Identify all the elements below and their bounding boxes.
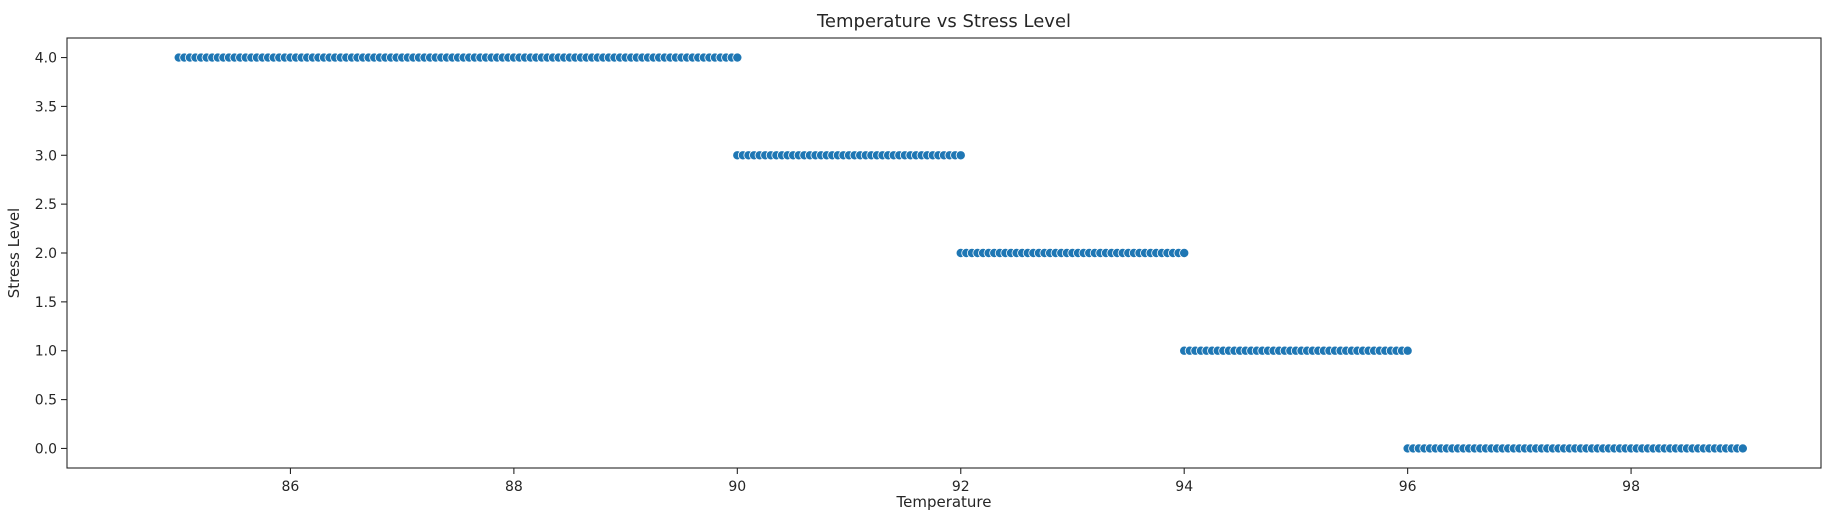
x-tick-label: 98: [1622, 479, 1640, 495]
y-tick-label: 3.0: [35, 148, 57, 164]
y-tick-label: 1.0: [35, 344, 57, 360]
y-tick-label: 3.5: [35, 99, 57, 115]
x-tick-label: 88: [505, 479, 523, 495]
x-tick-label: 94: [1175, 479, 1193, 495]
y-tick-label: 0.0: [35, 441, 57, 457]
data-points: [173, 52, 1748, 454]
y-tick-label: 1.5: [35, 295, 57, 311]
plot-frame: [66, 37, 1822, 469]
data-point: [732, 52, 743, 63]
y-axis: 0.0 0.5 1.0 1.5 2.0 2.5 3.0 3.5 4.0: [35, 51, 67, 457]
y-tick-label: 4.0: [35, 51, 57, 67]
data-point: [955, 150, 966, 161]
x-axis-label: Temperature: [895, 493, 991, 511]
x-tick-label: 92: [952, 479, 970, 495]
y-tick-label: 2.0: [35, 246, 57, 262]
chart-title: Temperature vs Stress Level: [816, 11, 1071, 32]
x-tick-label: 96: [1399, 479, 1417, 495]
x-tick-label: 86: [282, 479, 300, 495]
y-axis-label: Stress Level: [5, 208, 23, 298]
data-point: [1737, 443, 1748, 454]
data-point: [1179, 247, 1190, 258]
x-axis: 86 88 90 92 94 96 98: [282, 468, 1640, 495]
x-tick-label: 90: [728, 479, 746, 495]
y-tick-label: 0.5: [35, 393, 57, 409]
y-tick-label: 2.5: [35, 197, 57, 213]
data-point: [1402, 345, 1413, 356]
